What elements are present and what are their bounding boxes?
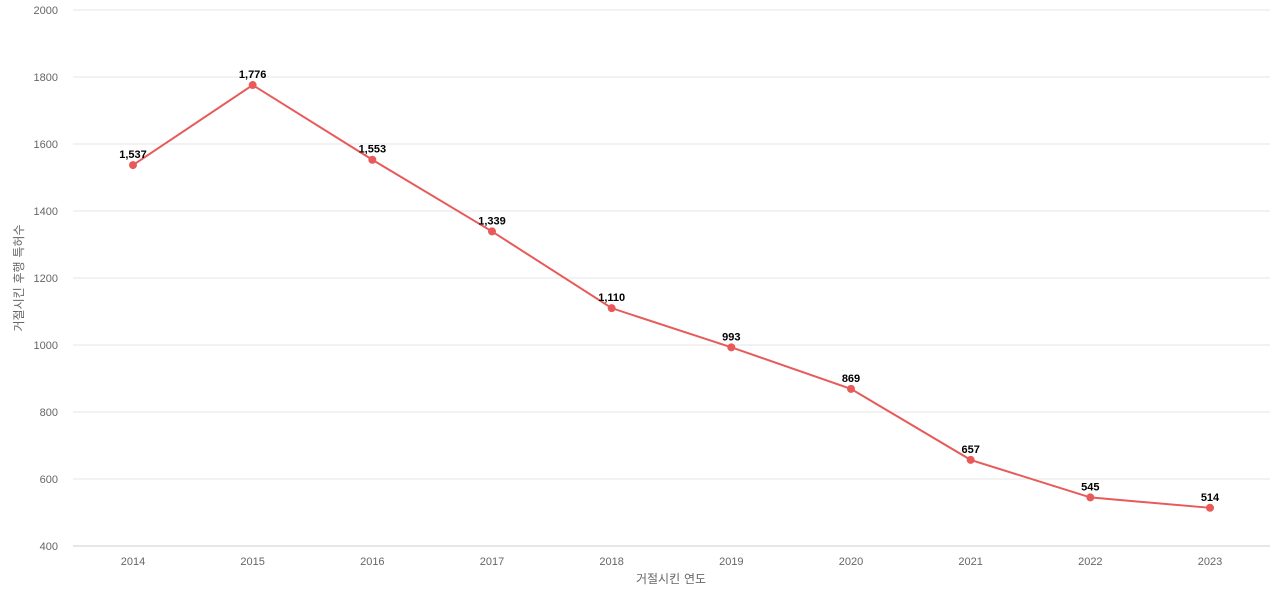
data-label: 1,553: [359, 144, 387, 156]
data-point[interactable]: [607, 304, 616, 313]
x-tick-label: 2018: [599, 556, 623, 568]
series: [129, 81, 1214, 512]
data-label: 869: [842, 373, 860, 385]
x-tick-label: 2019: [719, 556, 743, 568]
data-point[interactable]: [966, 455, 975, 464]
x-tick-label: 2021: [958, 556, 982, 568]
y-tick-label: 1400: [34, 206, 58, 218]
data-point[interactable]: [129, 161, 137, 170]
y-tick-label: 1800: [34, 72, 58, 84]
data-label: 514: [1201, 492, 1220, 504]
x-tick-label: 2014: [121, 556, 145, 568]
data-label: 657: [961, 444, 979, 456]
y-axis-ticks: 400 600 800 1000 1200 1400 1600 1800 2000: [34, 5, 58, 553]
data-point[interactable]: [847, 384, 855, 393]
y-tick-label: 800: [40, 407, 58, 419]
data-point[interactable]: [1206, 503, 1214, 512]
x-axis-ticks: 2014 2015 2016 2017 2018 2019 2020 2021 2022 2023: [121, 556, 1222, 568]
y-tick-label: 2000: [34, 5, 58, 17]
data-point[interactable]: [488, 227, 496, 236]
data-label: 993: [722, 331, 740, 343]
data-label: 1,537: [119, 149, 147, 161]
y-tick-label: 1200: [34, 273, 58, 285]
y-tick-label: 1600: [34, 139, 58, 151]
y-axis-title: 거절시킨 후행 특허수: [11, 225, 26, 332]
data-point[interactable]: [727, 343, 736, 352]
y-tick-label: 600: [40, 474, 58, 486]
grid: [73, 9, 1270, 547]
x-tick-label: 2016: [360, 556, 384, 568]
data-point[interactable]: [368, 155, 377, 164]
data-label: 1,110: [598, 292, 625, 304]
data-label: 1,339: [478, 215, 506, 227]
x-tick-label: 2017: [480, 556, 504, 568]
data-label: 545: [1081, 481, 1099, 493]
x-tick-label: 2023: [1198, 556, 1222, 568]
x-tick-label: 2022: [1078, 556, 1102, 568]
data-label: 1,776: [239, 69, 267, 81]
x-tick-label: 2020: [839, 556, 863, 568]
x-tick-label: 2015: [240, 556, 264, 568]
data-point[interactable]: [1086, 493, 1095, 502]
data-point[interactable]: [248, 81, 257, 90]
series-line: [132, 83, 1211, 509]
y-tick-label: 400: [40, 541, 58, 553]
y-tick-label: 1000: [34, 340, 58, 352]
data-labels: 1,537 1,776 1,553 1,339 1,110 993 869 657 545 514: [119, 69, 1220, 504]
x-axis-title: 거절시킨 연도: [636, 572, 706, 586]
